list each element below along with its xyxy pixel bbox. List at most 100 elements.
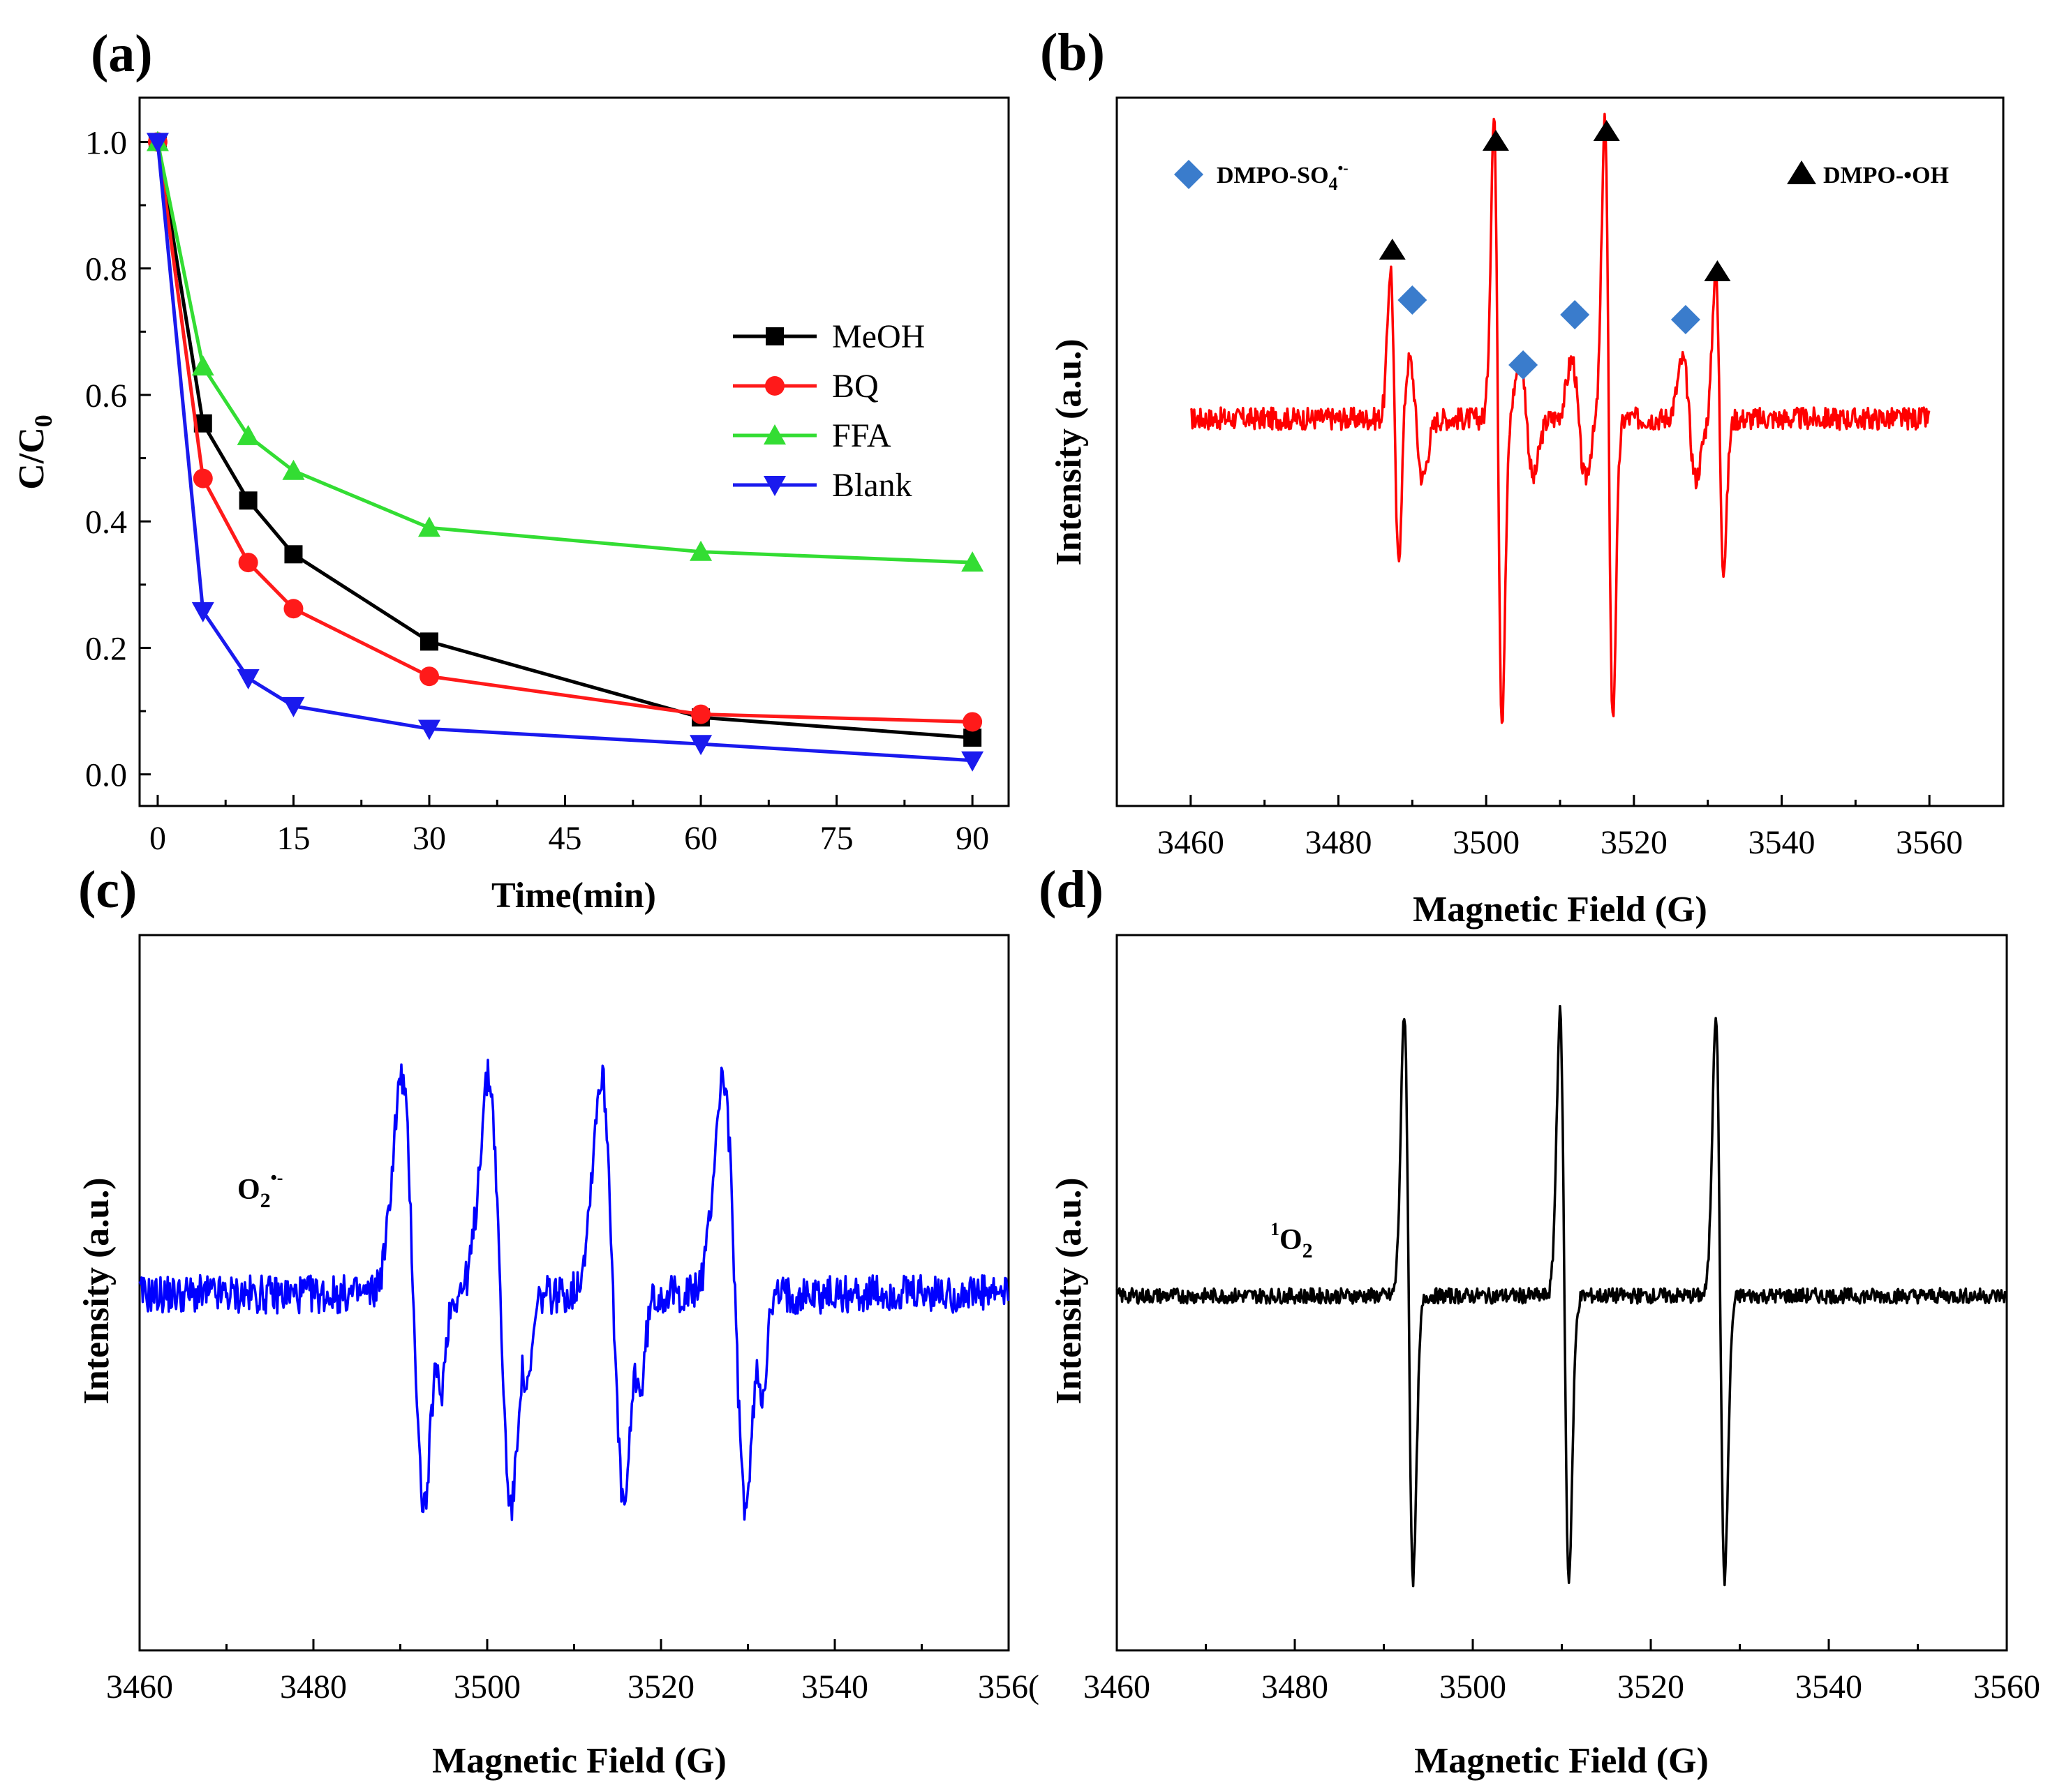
panel-c-spectrum (138, 1059, 1010, 1521)
hydroxyl-peak-marker (1482, 130, 1509, 151)
hydroxyl-peak-marker (1704, 260, 1731, 281)
y-tick-label: 0.0 (85, 757, 127, 794)
data-point-ffa (418, 516, 440, 537)
data-point-bq (963, 712, 983, 732)
x-tick-label: 3560 (1896, 824, 1963, 861)
x-tick-label: 3540 (1749, 824, 1816, 861)
panel-c-ylabel: Intensity (a.u.) (77, 1177, 117, 1404)
data-point-blank (690, 735, 713, 756)
legend-marker-meoh (766, 327, 784, 345)
panel-b-ticks: 3460 3480 3500 3520 3540 3560 (1157, 795, 2005, 861)
data-point-ffa (282, 459, 305, 480)
x-tick-label: 3520 (628, 1668, 695, 1705)
x-tick-label: 0 (149, 820, 166, 857)
panel-a-legend: MeOH BQ FFA Blank (733, 318, 925, 504)
panel-a: (a) 0 15 30 45 60 75 90 0.0 0.2 0.4 0.6 0.8 1.0 Time… (12, 24, 1010, 916)
x-tick-label: 3480 (1305, 824, 1372, 861)
panel-c-species-label: O2•- (237, 1167, 283, 1212)
legend-markers (764, 327, 786, 496)
hydroxyl-peak-marker (1593, 120, 1620, 141)
panel-d-spectrum (1115, 1004, 2008, 1588)
x-tick-label: 356( (978, 1668, 1039, 1705)
panel-b-letter: (b) (1040, 23, 1105, 82)
x-tick-label: 75 (820, 820, 854, 857)
data-point-ffa (191, 355, 214, 376)
data-point-blank (237, 669, 260, 689)
panel-d-ylabel: Intensity (a.u.) (1049, 1177, 1089, 1404)
data-point-blank (961, 751, 984, 772)
panel-d-letter: (d) (1039, 860, 1104, 919)
x-tick-label: 3460 (106, 1668, 173, 1705)
x-tick-label: 3500 (454, 1668, 521, 1705)
legend-hydroxyl-label: DMPO-•OH (1823, 163, 1949, 188)
sulfate-peak-marker (1560, 300, 1590, 329)
data-point-blank (146, 133, 169, 154)
panel-b-spectrum (1189, 112, 1931, 724)
legend-marker-blank (764, 476, 786, 496)
panel-a-frame (138, 96, 1010, 807)
panel-c-letter: (c) (78, 860, 137, 919)
legend-bq-label: BQ (832, 368, 879, 405)
y-tick-label: 0.8 (85, 251, 127, 288)
x-tick-label: 3460 (1083, 1668, 1150, 1705)
panel-a-ticks: 0 15 30 45 60 75 90 0.0 0.2 0.4 0.6 0.8 1.0 (85, 124, 989, 857)
panel-c-xlabel: Magnetic Field (G) (432, 1741, 727, 1781)
legend-marker-bq (765, 376, 785, 396)
x-tick-label: 3520 (1601, 824, 1668, 861)
panel-b-xlabel: Magnetic Field (G) (1413, 890, 1707, 929)
data-point-meoh (420, 632, 438, 651)
sulfate-peak-marker (1508, 350, 1538, 380)
panel-b: (b) 3460 3480 3500 3520 3540 3560 DMPO-SO4•- … (1040, 23, 2005, 929)
y-tick-label: 0.2 (85, 630, 127, 667)
x-tick-label: 3480 (1261, 1668, 1328, 1705)
panel-d-species-label: 1O2 (1270, 1219, 1313, 1262)
x-tick-label: 90 (956, 820, 989, 857)
data-point-bq (238, 553, 258, 573)
x-tick-label: 45 (549, 820, 582, 857)
data-point-blank (282, 696, 305, 717)
data-point-bq (420, 666, 439, 687)
legend-sulfate-label: DMPO-SO4•- (1217, 159, 1349, 194)
panel-b-ylabel: Intensity (a.u.) (1049, 338, 1089, 565)
panel-c-ticks: 3460 3480 3500 3520 3540 356( (106, 1639, 1039, 1705)
x-tick-label: 60 (684, 820, 718, 857)
x-tick-label: 3480 (280, 1668, 347, 1705)
panel-d: (d) 3460 3480 3500 3520 3540 3560 1O2 Magneti… (1039, 860, 2040, 1781)
data-point-blank (418, 719, 440, 740)
legend-diamond-marker (1174, 160, 1203, 189)
x-tick-label: 3540 (801, 1668, 868, 1705)
data-point-ffa (690, 540, 713, 561)
x-tick-label: 3540 (1795, 1668, 1862, 1705)
legend-ffa-label: FFA (832, 417, 891, 454)
legend-blank-label: Blank (832, 467, 912, 504)
sulfate-peak-marker (1397, 285, 1427, 315)
x-tick-label: 3560 (1973, 1668, 2040, 1705)
x-tick-label: 3500 (1453, 824, 1520, 861)
data-point-bq (691, 704, 711, 724)
panel-d-ticks: 3460 3480 3500 3520 3540 3560 (1083, 1639, 2040, 1705)
x-tick-label: 3500 (1439, 1668, 1506, 1705)
hydroxyl-peak-marker (1379, 239, 1406, 260)
panel-b-frame (1115, 96, 2005, 807)
y-tick-label: 0.4 (85, 504, 127, 541)
panel-b-peak-markers (1379, 120, 1731, 380)
x-tick-label: 30 (413, 820, 446, 857)
data-point-ffa (961, 551, 984, 572)
x-tick-label: 15 (276, 820, 310, 857)
panel-d-xlabel: Magnetic Field (G) (1414, 1741, 1709, 1781)
legend-meoh-label: MeOH (832, 318, 925, 355)
legend-marker-ffa (764, 424, 786, 445)
data-point-meoh (284, 545, 303, 564)
panel-a-series (146, 130, 984, 772)
data-point-bq (283, 599, 304, 619)
x-tick-label: 3520 (1617, 1668, 1684, 1705)
data-point-meoh (239, 491, 258, 510)
data-point-ffa (237, 424, 260, 445)
y-tick-label: 0.6 (85, 378, 127, 415)
legend-triangle-marker (1787, 160, 1816, 184)
panel-c: (c) 3460 3480 3500 3520 3540 356( O2•- Magnet… (77, 860, 1039, 1781)
data-point-bq (193, 468, 213, 488)
data-point-blank (191, 602, 214, 622)
panel-a-ylabel: C/C0 (12, 415, 57, 490)
y-tick-label: 1.0 (85, 124, 127, 161)
